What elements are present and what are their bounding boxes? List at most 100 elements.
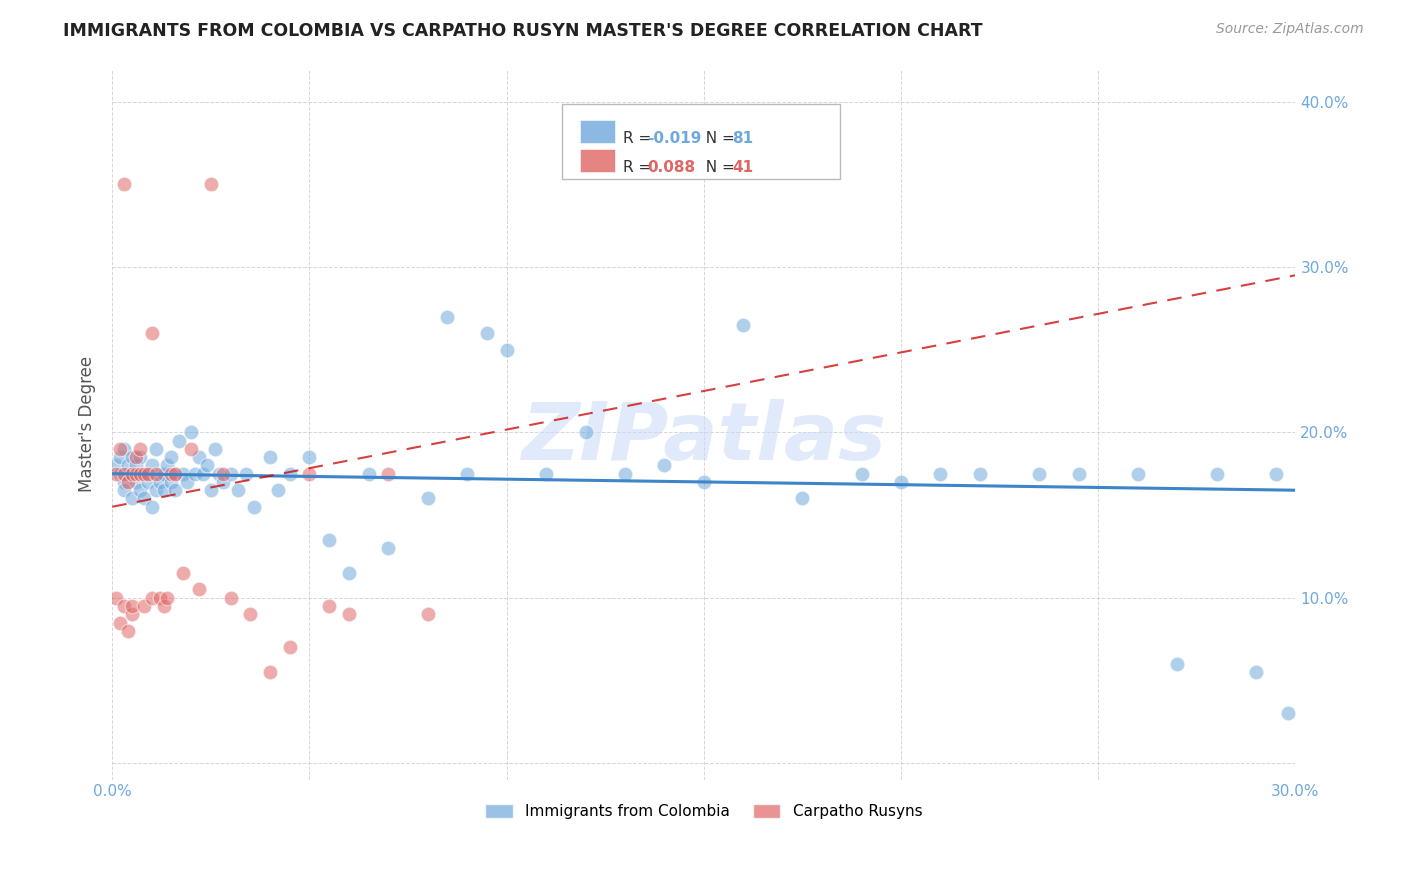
Point xyxy=(475,326,498,340)
Point xyxy=(176,475,198,489)
Point xyxy=(1264,467,1286,481)
Point xyxy=(1067,467,1090,481)
Point xyxy=(128,467,150,481)
Point xyxy=(152,483,174,498)
Point xyxy=(337,566,360,580)
Point xyxy=(195,458,218,473)
Text: Source: ZipAtlas.com: Source: ZipAtlas.com xyxy=(1216,22,1364,37)
Point xyxy=(188,450,211,464)
Point xyxy=(1205,467,1227,481)
Point xyxy=(121,599,143,613)
Point xyxy=(792,491,814,506)
Point xyxy=(318,533,340,547)
Point xyxy=(733,318,755,332)
Text: -0.019: -0.019 xyxy=(647,131,702,146)
Point xyxy=(121,491,143,506)
Point xyxy=(172,566,194,580)
Point xyxy=(200,178,222,192)
Point xyxy=(128,467,150,481)
Point xyxy=(112,483,135,498)
Point xyxy=(337,607,360,622)
Point xyxy=(267,483,290,498)
Point xyxy=(141,591,163,605)
Text: R =: R = xyxy=(623,131,657,146)
Point xyxy=(117,458,139,473)
Point xyxy=(1277,706,1299,721)
Point xyxy=(117,467,139,481)
Point xyxy=(180,425,202,440)
Point xyxy=(132,467,155,481)
Point xyxy=(165,467,187,481)
Point xyxy=(125,450,148,464)
Point xyxy=(145,467,167,481)
FancyBboxPatch shape xyxy=(562,104,839,178)
Point xyxy=(259,450,281,464)
Text: 0.088: 0.088 xyxy=(647,160,695,175)
FancyBboxPatch shape xyxy=(579,149,614,171)
Point xyxy=(890,475,912,489)
Point xyxy=(117,475,139,489)
Point xyxy=(169,434,191,448)
Point xyxy=(211,467,233,481)
Point xyxy=(112,442,135,456)
Point xyxy=(1166,657,1188,671)
Point xyxy=(278,640,301,655)
Y-axis label: Master's Degree: Master's Degree xyxy=(79,356,96,492)
Point xyxy=(112,475,135,489)
Point xyxy=(121,450,143,464)
Point xyxy=(929,467,952,481)
Point xyxy=(136,467,159,481)
Point xyxy=(377,467,399,481)
Point xyxy=(156,591,179,605)
Point xyxy=(436,310,458,324)
Point xyxy=(108,450,131,464)
Point xyxy=(156,458,179,473)
Point xyxy=(851,467,873,481)
Point xyxy=(165,483,187,498)
Point xyxy=(148,475,170,489)
Point xyxy=(108,615,131,630)
Point xyxy=(172,467,194,481)
Point xyxy=(298,467,321,481)
Point xyxy=(105,591,128,605)
Point xyxy=(141,326,163,340)
Point xyxy=(239,607,262,622)
Text: 81: 81 xyxy=(733,131,754,146)
Point xyxy=(121,607,143,622)
Text: IMMIGRANTS FROM COLOMBIA VS CARPATHO RUSYN MASTER'S DEGREE CORRELATION CHART: IMMIGRANTS FROM COLOMBIA VS CARPATHO RUS… xyxy=(63,22,983,40)
Point xyxy=(188,582,211,597)
Point xyxy=(693,475,716,489)
Point xyxy=(105,467,128,481)
Point xyxy=(495,343,517,357)
Text: R =: R = xyxy=(623,160,657,175)
Point xyxy=(125,475,148,489)
Point xyxy=(152,467,174,481)
Point xyxy=(278,467,301,481)
Point xyxy=(117,624,139,638)
Point xyxy=(243,500,266,514)
Point xyxy=(112,178,135,192)
Point xyxy=(204,442,226,456)
Point xyxy=(534,467,557,481)
Point xyxy=(121,467,143,481)
Point xyxy=(145,483,167,498)
Point xyxy=(125,458,148,473)
Text: 41: 41 xyxy=(733,160,754,175)
Point xyxy=(969,467,991,481)
Point xyxy=(112,467,135,481)
Legend: Immigrants from Colombia, Carpatho Rusyns: Immigrants from Colombia, Carpatho Rusyn… xyxy=(479,797,928,825)
Point xyxy=(208,467,231,481)
Point xyxy=(160,450,183,464)
Point xyxy=(141,458,163,473)
Point xyxy=(318,599,340,613)
FancyBboxPatch shape xyxy=(579,120,614,144)
Point xyxy=(184,467,207,481)
Point xyxy=(654,458,676,473)
Point xyxy=(105,458,128,473)
Point xyxy=(136,475,159,489)
Point xyxy=(132,491,155,506)
Point xyxy=(128,442,150,456)
Point xyxy=(128,483,150,498)
Point xyxy=(132,467,155,481)
Point xyxy=(1244,665,1267,679)
